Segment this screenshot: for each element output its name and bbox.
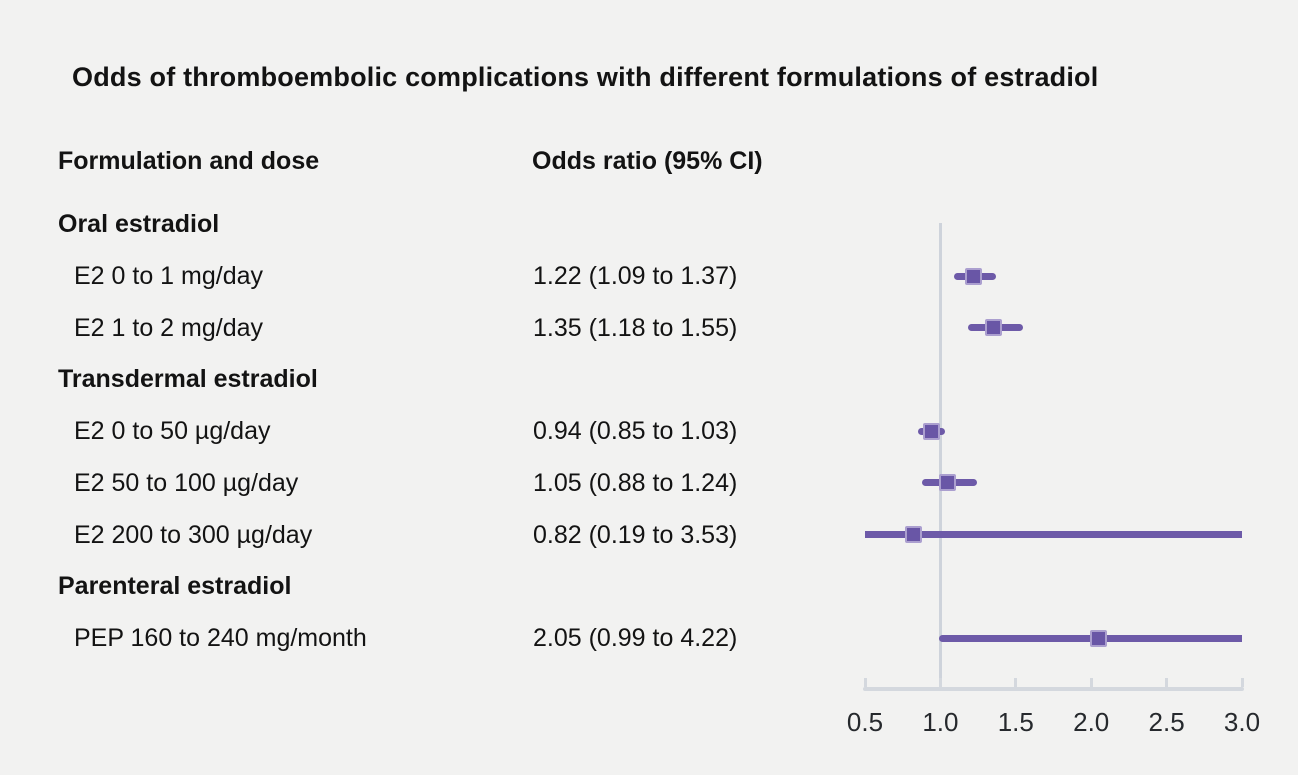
row-label: PEP 160 to 240 mg/month [74, 624, 367, 652]
x-axis-tick-label: 1.5 [997, 707, 1034, 737]
chart-title: Odds of thromboembolic complications wit… [72, 62, 1099, 92]
group-label: Oral estradiol [58, 210, 220, 238]
point-estimate-marker [904, 526, 922, 544]
x-axis-tick [1089, 678, 1093, 687]
point-estimate-marker [1090, 629, 1108, 647]
row-value: 0.82 (0.19 to 3.53) [533, 521, 738, 549]
row-value: 1.22 (1.09 to 1.37) [533, 262, 738, 290]
table-row: E2 50 to 100 µg/day 1.05 (0.88 to 1.24) [0, 468, 860, 498]
x-axis-tick-label: 0.5 [846, 707, 884, 737]
table-row: E2 0 to 1 mg/day 1.22 (1.09 to 1.37) [0, 261, 860, 291]
x-axis-tick-label: 3.0 [1223, 707, 1261, 737]
column-header-odds-ratio: Odds ratio (95% CI) [532, 147, 763, 175]
row-value: 0.94 (0.85 to 1.03) [533, 417, 738, 445]
row-label: E2 50 to 100 µg/day [74, 469, 299, 497]
x-axis-tick-label: 1.0 [922, 707, 959, 737]
row-value: 1.35 (1.18 to 1.55) [533, 314, 738, 342]
x-axis-tick [1240, 678, 1244, 687]
point-estimate-marker [939, 474, 957, 492]
group-row: Transdermal estradiol [0, 364, 860, 394]
column-header-formulation: Formulation and dose [58, 147, 320, 175]
x-axis-tick [1165, 678, 1169, 687]
row-label: E2 0 to 50 µg/day [74, 417, 271, 445]
group-row: Oral estradiol [0, 209, 860, 239]
table-row: E2 0 to 50 µg/day 0.94 (0.85 to 1.03) [0, 416, 860, 446]
group-row: Parenteral estradiol [0, 571, 860, 601]
x-axis-tick [863, 678, 867, 687]
confidence-interval-line [865, 531, 1242, 539]
x-axis-tick [938, 678, 942, 687]
table-row: E2 200 to 300 µg/day 0.82 (0.19 to 3.53) [0, 520, 860, 550]
reference-line [938, 223, 942, 691]
group-label: Transdermal estradiol [58, 365, 318, 393]
row-value: 1.05 (0.88 to 1.24) [533, 469, 738, 497]
row-label: E2 0 to 1 mg/day [74, 262, 264, 290]
x-axis-line [863, 687, 1244, 691]
row-label: E2 1 to 2 mg/day [74, 314, 264, 342]
table-row: PEP 160 to 240 mg/month 2.05 (0.99 to 4.… [0, 623, 860, 653]
row-value: 2.05 (0.99 to 4.22) [533, 624, 738, 652]
group-label: Parenteral estradiol [58, 572, 292, 600]
table-row: E2 1 to 2 mg/day 1.35 (1.18 to 1.55) [0, 313, 860, 343]
row-label: E2 200 to 300 µg/day [74, 521, 313, 549]
x-axis-tick-label: 2.0 [1073, 707, 1110, 737]
x-axis-tick [1014, 678, 1018, 687]
x-axis-tick-label: 2.5 [1148, 707, 1185, 737]
point-estimate-marker [965, 267, 983, 285]
point-estimate-marker [922, 422, 940, 440]
point-estimate-marker [984, 319, 1002, 337]
